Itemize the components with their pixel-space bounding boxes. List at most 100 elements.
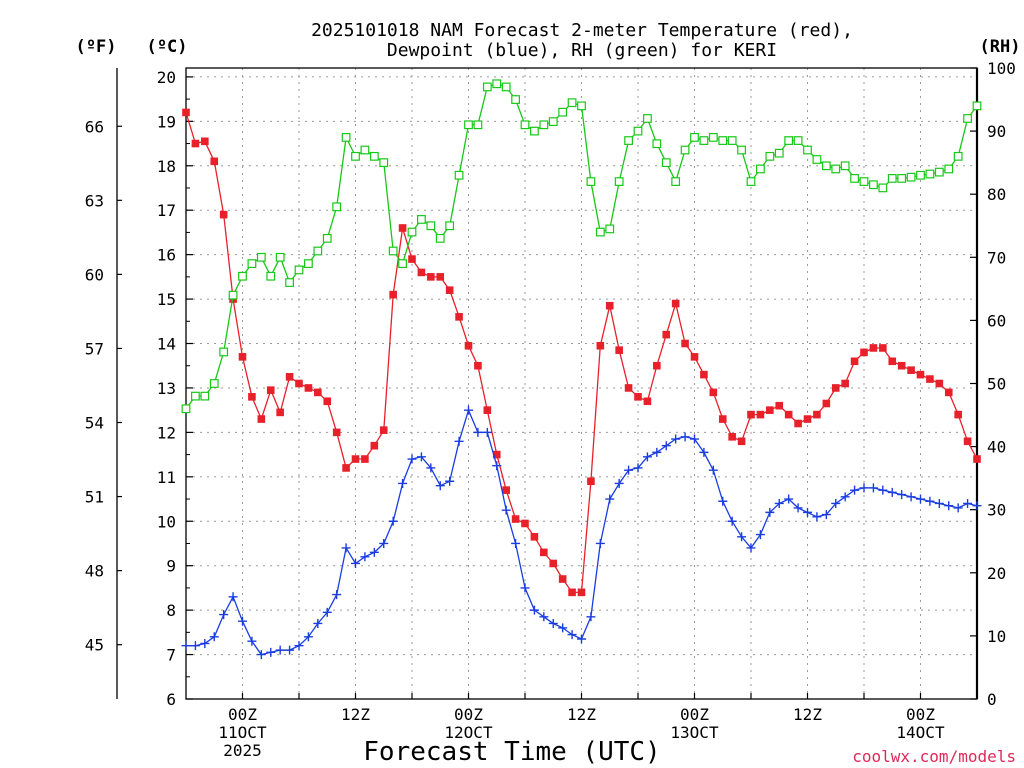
temperature-line	[185, 112, 978, 594]
temperature-point	[973, 455, 981, 463]
rh-point	[643, 114, 652, 123]
rh-point	[228, 290, 238, 300]
dewpoint-point	[934, 498, 944, 508]
rh-point	[859, 177, 869, 186]
dewpoint-point	[906, 492, 916, 502]
temperature-point	[803, 415, 812, 423]
dewpoint-point	[313, 618, 323, 628]
dewpoint-point	[482, 427, 492, 437]
dewpoint-point	[558, 623, 568, 633]
temperature-point	[737, 437, 746, 446]
dewpoint-point	[454, 436, 464, 446]
rh-point	[803, 145, 812, 155]
temperature-point	[502, 486, 510, 494]
temperature-point	[775, 401, 784, 410]
dewpoint-point	[614, 478, 624, 488]
temperature-point	[879, 344, 887, 352]
dewpoint-point	[219, 610, 229, 620]
celsius-tick-label: 12	[157, 423, 176, 442]
rh-point	[520, 120, 530, 130]
temperature-point	[756, 410, 765, 419]
dewpoint-point	[793, 503, 803, 513]
temperature-point	[295, 379, 303, 388]
rh-point	[417, 215, 426, 224]
dewpoint-point	[680, 432, 690, 442]
rh-point	[756, 164, 765, 174]
celsius-tick-label: 18	[157, 157, 176, 176]
rh-tick-label: 40	[987, 438, 1006, 457]
temperature-point	[624, 384, 633, 392]
temperature-point	[794, 419, 802, 428]
rh-point	[577, 101, 586, 111]
dewpoint-point	[746, 543, 756, 553]
x-tick-label: 12Z	[567, 705, 596, 724]
fahrenheit-tick-label: 57	[85, 339, 104, 358]
dewpoint-point	[520, 583, 530, 593]
rh-point	[181, 404, 191, 414]
dewpoint-point	[812, 512, 822, 522]
celsius-tick-label: 13	[157, 379, 176, 398]
dewpoint-point	[379, 538, 389, 548]
rh-point	[238, 271, 247, 281]
rh-point	[812, 155, 822, 164]
temperature-point	[709, 388, 718, 397]
dewpoint-point	[897, 490, 907, 500]
dewpoint-point	[435, 481, 445, 491]
rh-tick-label: 0	[987, 690, 997, 709]
dewpoint-point	[953, 503, 963, 513]
temperature-point	[916, 370, 925, 379]
axes: 6 7 8 9 10 11 12 13 14 15 16 17 18 19 20 45 48 51 54 57 60 63…	[85, 59, 1016, 760]
dewpoint-point	[699, 447, 709, 457]
rh-point	[454, 170, 464, 180]
x-tick-label: 00Z	[906, 705, 935, 724]
grid-lines	[186, 68, 977, 699]
temperature-point	[285, 373, 294, 381]
temperature-point	[671, 299, 680, 308]
temperature-point	[944, 388, 953, 397]
temperature-point	[464, 341, 473, 350]
temperature-point	[690, 353, 699, 361]
rh-point	[963, 114, 972, 123]
dewpoint-point	[963, 498, 973, 508]
rh-point	[944, 164, 954, 174]
dewpoint-point	[595, 538, 605, 548]
temperature-point	[813, 410, 821, 419]
rh-point	[398, 259, 407, 269]
temperature-point	[747, 410, 755, 419]
credit-link[interactable]: coolwx.com/models	[852, 747, 1016, 766]
temperature-point	[662, 330, 671, 339]
temperature-point	[653, 361, 661, 370]
dewpoint-point	[831, 498, 841, 508]
dewpoint-point	[652, 447, 662, 457]
temperature-point	[634, 393, 642, 401]
temperature-point	[483, 406, 492, 414]
rh-point	[831, 164, 841, 174]
celsius-tick-label: 16	[157, 246, 176, 265]
temperature-point	[210, 157, 219, 166]
rh-point	[388, 246, 398, 256]
series-lines	[181, 79, 982, 660]
temperature-point	[342, 464, 350, 472]
rh-point	[840, 161, 850, 171]
rh-point	[407, 227, 417, 237]
dewpoint-point	[511, 538, 521, 548]
rh-point	[821, 161, 831, 171]
x-tick-label: 13OCT	[670, 723, 719, 742]
rh-point	[200, 391, 210, 401]
dewpoint-point	[718, 496, 728, 506]
dewpoint-point	[567, 630, 577, 640]
rh-point	[671, 177, 681, 186]
x-tick-label: 12OCT	[444, 723, 493, 742]
rh-point	[605, 224, 615, 234]
temperature-point	[831, 384, 840, 392]
dewpoint-point	[944, 501, 954, 511]
rh-point	[275, 252, 285, 262]
dewpoint-point	[426, 463, 436, 473]
rh-point	[501, 82, 511, 92]
rh-tick-label: 50	[987, 375, 1006, 394]
temperature-point	[907, 366, 915, 374]
dewpoint-point	[360, 552, 370, 562]
dewpoint-point	[464, 405, 473, 415]
temperature-point	[728, 433, 736, 441]
